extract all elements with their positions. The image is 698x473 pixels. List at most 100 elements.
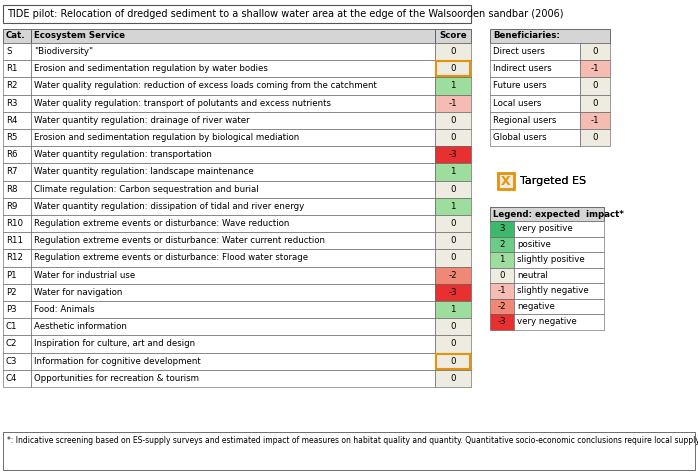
Text: 0: 0	[450, 340, 456, 349]
Text: C3: C3	[6, 357, 17, 366]
Bar	[580, 60, 610, 78]
Bar	[435, 249, 471, 267]
Bar	[580, 112, 610, 129]
Bar	[514, 299, 604, 314]
Bar	[3, 181, 31, 198]
Bar	[31, 318, 435, 335]
Bar	[435, 301, 471, 318]
Bar	[435, 95, 471, 112]
Bar	[31, 129, 435, 146]
Text: 0: 0	[450, 374, 456, 383]
Text: Water quantity regulation: dissipation of tidal and river energy: Water quantity regulation: dissipation o…	[34, 202, 304, 211]
Text: -2: -2	[449, 271, 457, 280]
Bar	[3, 129, 31, 146]
Bar	[435, 370, 471, 387]
Text: C1: C1	[6, 322, 17, 331]
Bar	[31, 232, 435, 249]
Text: Erosion and sedimentation regulation by water bodies: Erosion and sedimentation regulation by …	[34, 64, 268, 73]
Text: 0: 0	[592, 133, 597, 142]
Bar	[490, 252, 514, 268]
Bar	[435, 284, 471, 301]
Bar	[580, 78, 610, 95]
Bar	[490, 283, 514, 299]
Bar	[498, 173, 514, 189]
Bar	[31, 29, 435, 43]
Text: very negative: very negative	[517, 317, 577, 326]
Text: 0: 0	[499, 271, 505, 280]
Bar	[3, 249, 31, 267]
Text: 0: 0	[450, 322, 456, 331]
Text: -2: -2	[498, 302, 506, 311]
Bar	[3, 335, 31, 352]
Bar	[31, 43, 435, 60]
Text: Water for navigation: Water for navigation	[34, 288, 122, 297]
Bar	[3, 112, 31, 129]
Bar	[435, 352, 471, 370]
Text: -1: -1	[591, 116, 600, 125]
Text: 0: 0	[450, 64, 456, 73]
Bar	[31, 95, 435, 112]
Bar	[3, 5, 471, 23]
Text: Targeted ES: Targeted ES	[520, 176, 586, 186]
Text: Regulation extreme events or disturbance: Water current reduction: Regulation extreme events or disturbance…	[34, 236, 325, 245]
Text: Water quality regulation: reduction of excess loads coming from the catchment: Water quality regulation: reduction of e…	[34, 81, 377, 90]
Bar	[435, 163, 471, 181]
Text: Targeted ES: Targeted ES	[520, 176, 586, 186]
Text: 1: 1	[450, 81, 456, 90]
Text: TIDE pilot: Relocation of dredged sediment to a shallow water area at the edge o: TIDE pilot: Relocation of dredged sedime…	[7, 9, 563, 19]
Text: 1: 1	[450, 167, 456, 176]
Bar	[31, 181, 435, 198]
Text: Aesthetic information: Aesthetic information	[34, 322, 127, 331]
Text: R6: R6	[6, 150, 17, 159]
Bar	[31, 163, 435, 181]
Bar	[31, 112, 435, 129]
Text: C2: C2	[6, 340, 17, 349]
Bar	[435, 146, 471, 163]
Text: Global users: Global users	[493, 133, 547, 142]
Text: neutral: neutral	[517, 271, 548, 280]
Bar	[435, 198, 471, 215]
Text: R1: R1	[6, 64, 17, 73]
Bar	[31, 249, 435, 267]
Bar	[3, 29, 31, 43]
Bar	[31, 267, 435, 284]
Bar	[490, 299, 514, 314]
Text: Water for industrial use: Water for industrial use	[34, 271, 135, 280]
Text: Climate regulation: Carbon sequestration and burial: Climate regulation: Carbon sequestration…	[34, 184, 259, 194]
Text: 0: 0	[450, 133, 456, 142]
Text: 1: 1	[450, 305, 456, 314]
Text: Regional users: Regional users	[493, 116, 556, 125]
Bar	[435, 215, 471, 232]
Bar	[31, 370, 435, 387]
Bar	[490, 95, 580, 112]
Bar	[3, 43, 31, 60]
Bar	[3, 95, 31, 112]
Bar	[3, 284, 31, 301]
Bar	[435, 335, 471, 352]
Bar	[31, 60, 435, 78]
Bar	[31, 284, 435, 301]
Bar	[580, 95, 610, 112]
Bar	[435, 129, 471, 146]
Text: 0: 0	[450, 357, 456, 366]
Text: 0: 0	[450, 254, 456, 263]
Text: "Biodiversity": "Biodiversity"	[34, 47, 93, 56]
Text: R5: R5	[6, 133, 17, 142]
Bar	[31, 352, 435, 370]
Bar	[3, 267, 31, 284]
Text: very positive: very positive	[517, 225, 573, 234]
Text: Water quantity regulation: drainage of river water: Water quantity regulation: drainage of r…	[34, 116, 250, 125]
Bar	[31, 78, 435, 95]
Text: 1: 1	[450, 202, 456, 211]
Text: -3: -3	[498, 317, 506, 326]
Bar	[514, 314, 604, 330]
Text: Cat.: Cat.	[6, 32, 26, 41]
Text: *: Indicative screening based on ES-supply surveys and estimated impact of measu: *: Indicative screening based on ES-supp…	[7, 436, 698, 445]
Bar	[435, 43, 471, 60]
Bar	[3, 352, 31, 370]
Bar	[31, 198, 435, 215]
Bar	[435, 29, 471, 43]
Bar	[490, 29, 610, 43]
Text: R7: R7	[6, 167, 17, 176]
Bar	[3, 146, 31, 163]
